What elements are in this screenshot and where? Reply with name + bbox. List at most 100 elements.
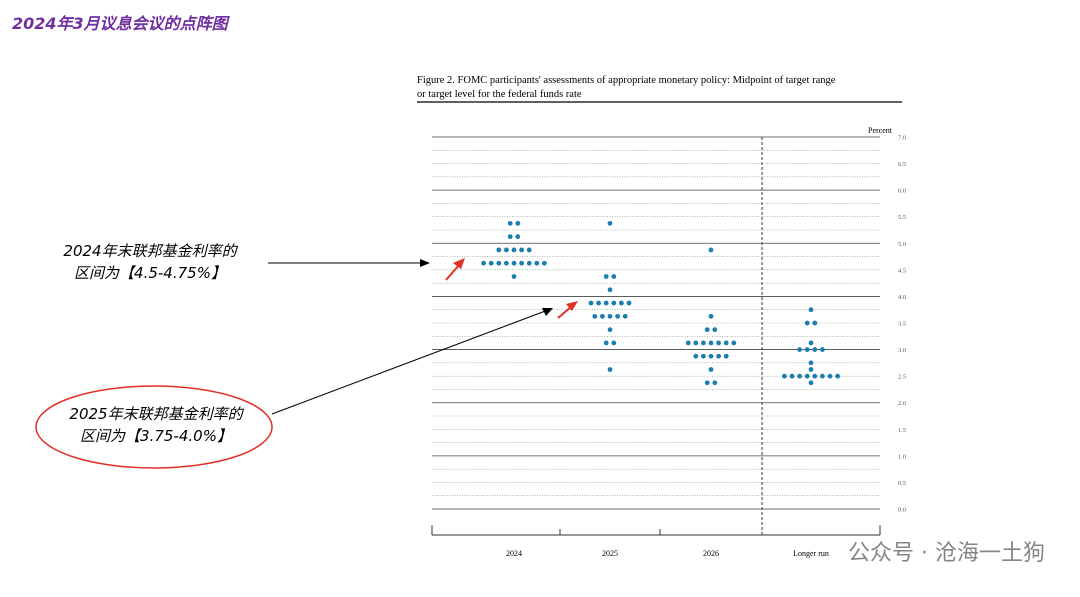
dot: [701, 340, 706, 346]
dot: [782, 373, 787, 379]
dot: [603, 300, 609, 306]
header: 2024年3月议息会议的点阵图: [12, 14, 231, 33]
dot: [511, 274, 517, 279]
dot: [708, 340, 714, 346]
dot: [808, 307, 814, 313]
dot: [611, 300, 617, 306]
watermark: 公众号 · 沧海一土狗: [848, 541, 1045, 566]
dot: [622, 313, 628, 319]
annotation: 2025年末联邦基金利率的: [69, 405, 244, 423]
dot: [626, 300, 632, 306]
y-tick-label: 3.5: [898, 321, 906, 328]
dot: [808, 340, 814, 346]
dot: [701, 353, 706, 359]
highlight-ellipse: [35, 385, 273, 469]
dot: [708, 367, 714, 372]
dot: [693, 353, 699, 359]
dot: [607, 367, 613, 372]
dot: [534, 260, 540, 266]
y-tick-label: 7.0: [898, 135, 906, 142]
dot: [504, 260, 509, 266]
dot: [603, 340, 609, 346]
dot: [615, 313, 620, 319]
dot: [592, 313, 598, 319]
dot: [607, 287, 613, 293]
dot: [515, 220, 521, 226]
dot: [507, 220, 513, 226]
dot: [596, 300, 601, 306]
dot: [808, 380, 814, 386]
dot: [496, 260, 502, 266]
dot: [808, 367, 814, 372]
dot: [511, 247, 517, 253]
dot: [685, 340, 691, 346]
dot: [515, 234, 521, 240]
dot: [607, 313, 613, 319]
dot: [731, 340, 737, 346]
dot: [804, 347, 810, 352]
dot: [708, 353, 714, 359]
x-tick-label: Longer run: [793, 549, 829, 558]
annotation: 区间为【3.75-4.0%】: [80, 427, 232, 445]
x-tick-label: 2024: [506, 549, 522, 558]
dot: [519, 260, 524, 266]
annotation: 区间为【4.5-4.75%】: [74, 264, 226, 282]
dot: [708, 313, 714, 319]
y-tick-label: 0.0: [898, 507, 906, 514]
red-arrow-head: [566, 301, 578, 311]
dot: [712, 380, 718, 386]
dot: [820, 373, 825, 379]
dot: [619, 300, 624, 306]
dot: [526, 260, 532, 266]
dot: [708, 247, 714, 253]
y-tick-label: 2.0: [898, 400, 906, 407]
dot: [797, 373, 802, 379]
dot: [808, 360, 814, 366]
dot: [804, 320, 810, 326]
pointer-head: [420, 259, 430, 267]
caption-line: or target level for the federal funds ra…: [417, 89, 582, 100]
dot: [716, 340, 721, 346]
dot: [607, 220, 613, 226]
dot: [488, 260, 494, 266]
dot: [704, 380, 710, 386]
dot: [804, 373, 810, 379]
pointer-head: [542, 308, 553, 316]
pointer: [271, 309, 549, 415]
dot: [716, 353, 721, 359]
dot: [607, 327, 613, 333]
dot: [542, 260, 547, 266]
dot: [712, 327, 718, 333]
dot: [812, 373, 818, 379]
y-tick-label: 1.0: [898, 453, 906, 460]
dot: [588, 300, 594, 306]
dot: [496, 247, 502, 253]
dot: [519, 247, 524, 253]
dot: [835, 373, 840, 379]
y-tick-label: 0.5: [898, 480, 906, 487]
dot: [820, 347, 825, 352]
red-arrow: [445, 263, 461, 281]
y-tick-label: 4.0: [898, 294, 906, 301]
dot: [827, 373, 833, 379]
dot: [507, 234, 513, 240]
dot: [797, 347, 802, 352]
y-tick-label: 4.5: [898, 267, 906, 274]
x-tick-label: 2025: [602, 549, 618, 558]
dot: [611, 340, 617, 346]
y-tick-label: 5.5: [898, 214, 906, 221]
y-axis-label: Percent: [868, 126, 893, 135]
dot: [511, 260, 517, 266]
dot: [526, 247, 532, 253]
dot: [611, 274, 617, 279]
dot: [693, 340, 699, 346]
dot: [812, 347, 818, 352]
y-tick-label: 6.5: [898, 161, 906, 168]
dot: [704, 327, 710, 333]
y-tick-label: 1.5: [898, 427, 906, 434]
y-tick-label: 6.0: [898, 188, 906, 195]
y-tick-label: 2.5: [898, 374, 906, 381]
dot: [504, 247, 509, 253]
